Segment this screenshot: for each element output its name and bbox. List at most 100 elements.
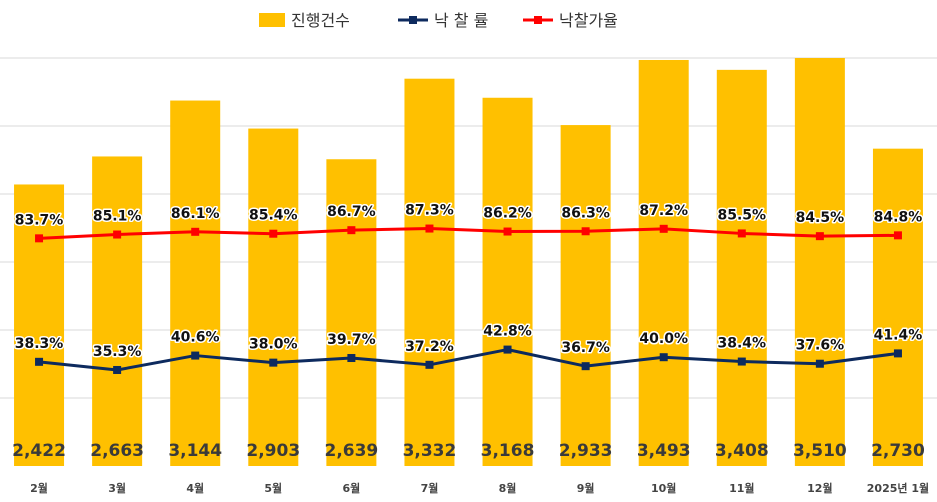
price-point-11 — [893, 231, 902, 240]
price-label-7: 86.3% — [561, 205, 610, 221]
x-tick-label-7: 9월 — [577, 481, 595, 495]
price-point-8 — [659, 224, 668, 233]
x-tick-label-4: 6월 — [342, 481, 360, 495]
rate-label-10: 37.6% — [796, 338, 845, 354]
bar-value-label-9: 3,408 — [715, 441, 769, 461]
rate-label-8: 40.0% — [639, 331, 688, 347]
bar-value-label-5: 3,332 — [403, 441, 457, 461]
bar-2 — [170, 100, 221, 467]
legend-label-2: 낙찰가율 — [559, 11, 618, 30]
rate-label-3: 38.0% — [249, 337, 298, 353]
legend-label-0: 진행건수 — [291, 11, 350, 30]
bar-value-label-1: 2,663 — [90, 441, 144, 461]
bar-10 — [794, 58, 845, 466]
bar-value-label-8: 3,493 — [637, 441, 691, 461]
bar-value-label-10: 3,510 — [793, 441, 847, 461]
price-label-9: 85.5% — [718, 207, 767, 223]
bar-series — [14, 58, 923, 467]
price-label-5: 87.3% — [405, 203, 454, 219]
x-tick-label-0: 2월 — [30, 481, 48, 495]
line-series — [35, 224, 902, 374]
rate-point-5 — [425, 360, 434, 369]
price-label-10: 84.5% — [796, 210, 845, 226]
bar-value-label-4: 2,639 — [324, 441, 378, 461]
bar-value-label-0: 2,422 — [12, 441, 66, 461]
price-label-1: 85.1% — [93, 209, 142, 225]
price-line — [38, 227, 898, 240]
price-point-7 — [581, 227, 590, 236]
x-tick-label-11: 2025년 1월 — [867, 481, 929, 495]
bar-1 — [92, 156, 143, 466]
rate-point-9 — [737, 357, 746, 366]
bar-3 — [248, 128, 299, 467]
rate-point-10 — [815, 359, 824, 368]
x-tick-label-5: 7월 — [421, 481, 439, 495]
x-tick-label-2: 4월 — [186, 481, 204, 495]
price-label-6: 86.2% — [483, 206, 532, 222]
price-point-1 — [113, 230, 122, 239]
line-value-labels: 38.3% 35.3% 40.6% 38.0% 39.7% 37.2% 42.8% 36.7%… — [13, 201, 923, 361]
bar-7 — [560, 125, 611, 467]
price-point-6 — [503, 227, 512, 236]
rate-point-7 — [581, 362, 590, 371]
price-label-3: 85.4% — [249, 208, 298, 224]
rate-point-2 — [191, 351, 200, 360]
bar-value-label-2: 3,144 — [168, 441, 222, 461]
x-tick-label-3: 5월 — [264, 481, 282, 495]
rate-label-1: 35.3% — [93, 344, 142, 360]
bar-4 — [326, 159, 377, 466]
legend-label-1: 낙 찰 률 — [434, 11, 488, 30]
bar-11 — [872, 148, 923, 466]
x-tick-label-8: 10월 — [651, 481, 676, 495]
legend: 진행건수 낙 찰 률 낙찰가율 — [259, 11, 618, 30]
rate-label-0: 38.3% — [15, 336, 64, 352]
rate-point-4 — [347, 354, 356, 363]
price-point-2 — [191, 227, 200, 236]
rate-point-0 — [35, 357, 44, 366]
x-tick-label-1: 3월 — [108, 481, 126, 495]
rate-point-1 — [113, 365, 122, 374]
price-label-8: 87.2% — [639, 203, 688, 219]
bar-5 — [404, 78, 455, 466]
bar-value-label-7: 2,933 — [559, 441, 613, 461]
price-label-11: 84.8% — [874, 209, 923, 225]
bar-value-label-11: 2,730 — [871, 441, 925, 461]
price-point-3 — [269, 229, 278, 238]
legend-marker-2 — [534, 16, 542, 24]
rate-label-9: 38.4% — [718, 336, 767, 352]
rate-label-2: 40.6% — [171, 330, 220, 346]
rate-point-11 — [893, 349, 902, 358]
rate-point-6 — [503, 345, 512, 354]
price-label-0: 83.7% — [15, 212, 64, 228]
price-point-0 — [35, 234, 44, 243]
bar-value-labels: 2,422 2,663 3,144 2,903 2,639 3,332 3,168 2,933… — [12, 441, 925, 461]
rate-point-3 — [269, 358, 278, 367]
rate-line — [38, 348, 899, 372]
rate-point-8 — [659, 353, 668, 362]
bar-0 — [14, 184, 65, 466]
bar-8 — [638, 59, 689, 466]
bar-9 — [716, 69, 767, 466]
price-label-4: 86.7% — [327, 204, 376, 220]
legend-swatch-0 — [259, 13, 285, 27]
price-point-10 — [815, 232, 824, 241]
x-tick-label-9: 11월 — [729, 481, 754, 495]
price-point-4 — [347, 226, 356, 235]
x-tick-label-6: 8월 — [499, 481, 517, 495]
price-point-9 — [737, 229, 746, 238]
rate-label-6: 42.8% — [483, 324, 532, 340]
x-tick-label-10: 12월 — [807, 481, 832, 495]
bar-value-label-6: 3,168 — [481, 441, 535, 461]
gridlines — [0, 57, 937, 399]
price-label-2: 86.1% — [171, 206, 220, 222]
rate-label-4: 39.7% — [327, 332, 376, 348]
rate-label-7: 36.7% — [561, 340, 610, 356]
bar-value-label-3: 2,903 — [246, 441, 300, 461]
rate-label-5: 37.2% — [405, 339, 454, 355]
price-point-5 — [425, 224, 434, 233]
rate-label-11: 41.4% — [874, 327, 923, 343]
bar-6 — [482, 97, 533, 466]
legend-marker-1 — [409, 16, 417, 24]
x-axis-labels: 2월 3월 4월 5월 6월 7월 8월 9월 10월 11월 12월 2025년 1월 — [30, 481, 929, 495]
